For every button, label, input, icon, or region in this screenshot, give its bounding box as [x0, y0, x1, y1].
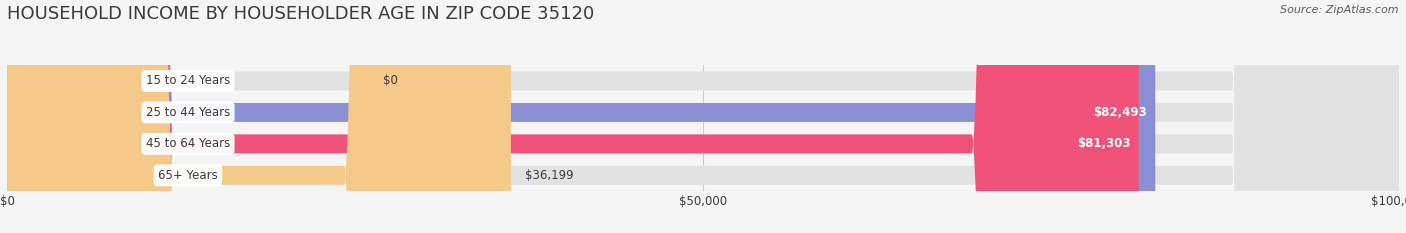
FancyBboxPatch shape: [7, 0, 510, 233]
FancyBboxPatch shape: [7, 0, 1139, 233]
FancyBboxPatch shape: [7, 0, 1399, 233]
Text: $82,493: $82,493: [1094, 106, 1147, 119]
FancyBboxPatch shape: [7, 0, 1399, 233]
FancyBboxPatch shape: [7, 0, 1156, 233]
FancyBboxPatch shape: [7, 0, 1399, 233]
Text: 65+ Years: 65+ Years: [157, 169, 218, 182]
Text: $36,199: $36,199: [524, 169, 574, 182]
Text: 25 to 44 Years: 25 to 44 Years: [146, 106, 231, 119]
Text: $81,303: $81,303: [1077, 137, 1130, 150]
Text: 45 to 64 Years: 45 to 64 Years: [146, 137, 231, 150]
Text: $0: $0: [382, 75, 398, 87]
Text: Source: ZipAtlas.com: Source: ZipAtlas.com: [1281, 5, 1399, 15]
Text: HOUSEHOLD INCOME BY HOUSEHOLDER AGE IN ZIP CODE 35120: HOUSEHOLD INCOME BY HOUSEHOLDER AGE IN Z…: [7, 5, 595, 23]
FancyBboxPatch shape: [7, 0, 1399, 233]
Text: 15 to 24 Years: 15 to 24 Years: [146, 75, 231, 87]
